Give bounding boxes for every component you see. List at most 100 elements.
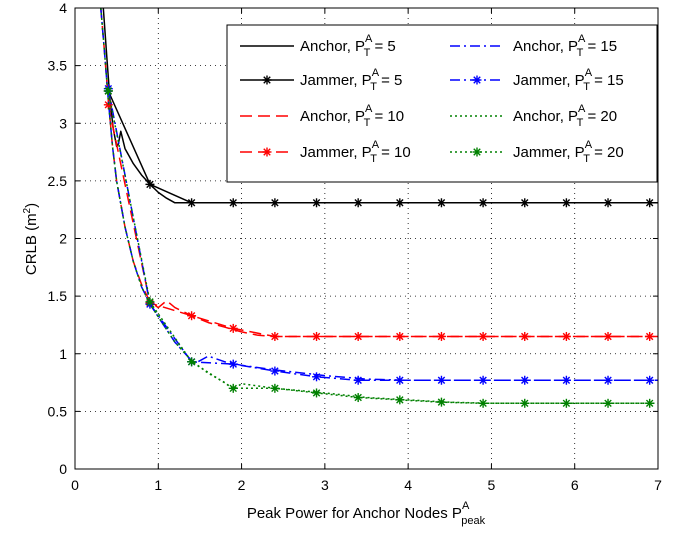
data-point-1 [478,198,488,208]
data-point-7 [436,397,446,407]
data-point-5 [395,375,405,385]
data-point-3 [228,323,238,333]
legend-label-main: Jammer, P [300,144,372,161]
legend-label-value: = 10 [377,144,411,161]
data-point-7 [353,393,363,403]
legend-label-main: Jammer, P [513,144,585,161]
y-tick-label: 1.5 [48,288,68,304]
x-tick-label: 4 [404,477,412,493]
legend-label-main: Anchor, P [513,108,578,125]
data-point-7 [187,357,197,367]
x-axis-title-sup: A [462,500,470,512]
y-tick-label: 3 [59,115,67,131]
data-point-5 [478,375,488,385]
legend-label-value: = 5 [377,72,402,89]
x-tick-label: 6 [571,477,579,493]
data-point-5 [561,375,571,385]
series-line-7 [107,90,650,405]
legend-label-sub: T [370,153,377,165]
legend-label-value: = 20 [590,144,624,161]
legend-label-sup: A [365,103,373,115]
data-point-3 [561,331,571,341]
legend-label-main: Anchor, P [513,38,578,55]
series-layer [100,8,658,408]
y-tick-label: 2 [59,231,67,247]
y-tick-label: 0 [59,461,67,477]
y-tick-label: 3.5 [48,58,68,74]
legend-label-sub: T [583,153,590,165]
legend-label-sub: T [364,117,371,129]
data-point-3 [436,331,446,341]
x-tick-label: 0 [71,477,79,493]
series-line-4 [100,8,658,382]
legend-label-3: Jammer, PA T = 10 [300,139,411,165]
data-point-1 [353,198,363,208]
legend-label-sup: A [585,67,593,79]
ticks: 0 1 2 3 4 5 6 7 0 0.5 1 1.5 2 2.5 3 3.5 4 [48,0,663,493]
legend-label-5: Jammer, PA T = 15 [513,67,624,93]
data-point-3 [187,311,197,321]
legend-label-main: Anchor, P [300,108,365,125]
data-point-7 [228,383,238,393]
data-point-1 [187,198,197,208]
data-point-5 [645,375,655,385]
data-point-5 [603,375,613,385]
legend-label-2: Anchor, PA T = 10 [300,103,404,129]
legend-label-value: = 20 [583,108,617,125]
data-point-7 [520,398,530,408]
legend-label-sup: A [578,33,586,45]
y-axis-title-main: CRLB (m [23,213,40,275]
legend-box [226,24,658,183]
legend-label-sup: A [585,139,593,151]
data-point-1 [270,198,280,208]
data-point-3 [312,331,322,341]
data-point-7 [603,398,613,408]
series-line-3 [107,104,650,338]
legend-label-1: Jammer, PA T = 5 [300,67,402,93]
legend-label-sub: T [583,81,590,93]
legend-label-main: Jammer, P [300,72,372,89]
legend-label-sub: T [577,47,584,59]
data-point-1 [228,198,238,208]
y-tick-label: 2.5 [48,173,68,189]
data-point-5 [270,366,280,376]
legend-label-main: Jammer, P [513,72,585,89]
y-axis-title-tail: ) [23,203,40,208]
data-point-7 [561,398,571,408]
y-tick-label: 4 [59,0,67,16]
data-point-1 [645,198,655,208]
legend-label-7: Jammer, PA T = 20 [513,139,624,165]
legend-marker-3 [262,147,272,157]
data-point-3 [353,331,363,341]
x-tick-label: 5 [488,477,496,493]
legend-marker-1 [262,75,272,85]
legend-label-6: Anchor, PA T = 20 [513,103,617,129]
data-point-3 [270,331,280,341]
data-point-3 [603,331,613,341]
y-tick-label: 0.5 [48,403,68,419]
data-point-1 [520,198,530,208]
data-point-1 [603,198,613,208]
data-point-7 [270,383,280,393]
x-tick-label: 7 [654,477,662,493]
legend-label-value: = 15 [583,38,617,55]
y-axis-title-sup: 2 [22,207,33,213]
series-line-1 [107,90,650,204]
legend-label-sub: T [577,117,584,129]
data-point-3 [395,331,405,341]
x-axis-title-sub: peak [461,515,485,527]
legend-label-sup: A [578,103,586,115]
x-tick-label: 2 [238,477,246,493]
legend-label-value: = 5 [370,38,395,55]
legend-label-sup: A [372,67,380,79]
legend-label-sup: A [365,33,373,45]
data-point-3 [478,331,488,341]
data-point-1 [436,198,446,208]
data-point-5 [353,375,363,385]
data-point-5 [312,372,322,382]
legend-label-sub: T [364,47,371,59]
x-tick-label: 1 [154,477,162,493]
y-axis-title: CRLB (m2) [22,203,40,275]
data-point-1 [395,198,405,208]
